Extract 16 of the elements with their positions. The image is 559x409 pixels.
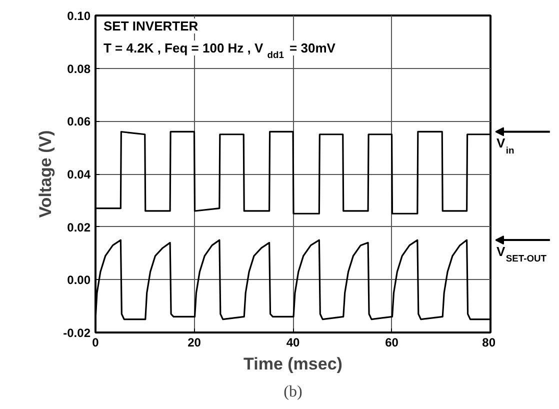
y-tick-label: -0.02 (63, 326, 91, 340)
annotation: SET INVERTER (104, 18, 199, 34)
x-tick-label: 20 (188, 336, 202, 350)
text: (b) (284, 384, 302, 400)
y-tick-label: 0.08 (67, 62, 91, 76)
x-tick-label: 80 (482, 336, 496, 350)
y-tick-label: 0.02 (67, 220, 91, 234)
y-tick-label: 0.00 (67, 273, 91, 288)
x-tick-label: 40 (286, 336, 300, 350)
y-tick-label: 0.06 (67, 114, 91, 129)
y-tick-label: 0.04 (67, 168, 91, 182)
x-tick-label: 60 (385, 336, 399, 350)
x-axis-title: Time (msec) (244, 354, 342, 374)
y-axis-title: Voltage (V) (36, 130, 56, 218)
x-tick-label: 0 (92, 336, 100, 350)
y-tick-label: 0.10 (67, 9, 91, 23)
